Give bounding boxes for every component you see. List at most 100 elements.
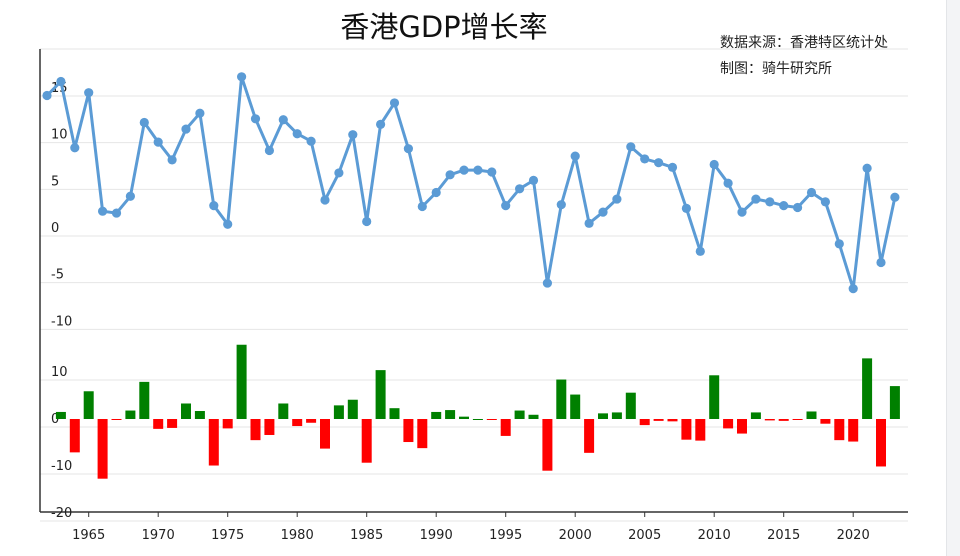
- gdp-growth-point: [751, 194, 761, 204]
- change-bar: [375, 370, 386, 419]
- change-bar: [139, 381, 150, 419]
- gdp-growth-point: [612, 194, 622, 204]
- change-bar: [848, 419, 859, 442]
- gdp-growth-point: [473, 165, 483, 175]
- change-bar: [778, 419, 789, 421]
- change-bar: [806, 411, 817, 419]
- change-bar: [653, 419, 664, 421]
- change-bar: [695, 419, 706, 441]
- x-tick-label: 1975: [211, 528, 244, 543]
- change-bar: [584, 419, 595, 453]
- change-bar: [403, 419, 414, 443]
- x-tick-label: 1995: [489, 528, 522, 543]
- change-bar: [723, 419, 734, 429]
- gdp-growth-point: [501, 201, 511, 211]
- change-bar: [862, 358, 873, 419]
- gdp-growth-point: [528, 175, 539, 185]
- change-bar: [167, 419, 178, 428]
- top-y-tick-label: 10: [51, 128, 68, 143]
- top-y-tick-label: -5: [51, 268, 64, 283]
- gdp-growth-point: [84, 88, 94, 98]
- change-bar: [625, 392, 636, 419]
- gdp-growth-point: [278, 115, 288, 125]
- chart-credit-label: 制图：骑牛研究所: [720, 61, 832, 77]
- change-bar: [389, 408, 400, 419]
- change-bar: [181, 403, 191, 419]
- scrollbar-track[interactable]: [946, 0, 960, 556]
- gdp-growth-point: [111, 208, 122, 218]
- gdp-growth-point: [640, 154, 650, 164]
- gdp-growth-point: [515, 184, 525, 194]
- gdp-growth-point: [542, 278, 553, 288]
- gdp-growth-point: [862, 163, 872, 173]
- change-bar: [459, 416, 469, 419]
- gdp-growth-point: [681, 203, 692, 213]
- change-bar: [528, 414, 539, 419]
- change-bar: [792, 419, 803, 420]
- gdp-growth-point: [362, 216, 372, 227]
- change-bar: [681, 419, 692, 440]
- change-bar: [83, 391, 94, 419]
- gdp-growth-point: [167, 155, 177, 165]
- gdp-growth-point: [42, 90, 52, 101]
- change-bar: [667, 419, 678, 422]
- x-tick-label: 1980: [281, 528, 314, 543]
- bottom-y-tick-label: -20: [51, 506, 72, 521]
- gdp-growth-point: [139, 117, 149, 128]
- change-bar: [820, 419, 831, 424]
- x-tick-label: 2010: [698, 528, 731, 543]
- change-bar: [431, 411, 442, 419]
- change-bar: [486, 419, 497, 420]
- gdp-growth-point: [848, 284, 858, 294]
- gdp-growth-point: [389, 98, 400, 108]
- change-bar: [347, 399, 358, 419]
- top-y-tick-label: -10: [51, 314, 72, 329]
- change-bar: [153, 419, 164, 429]
- change-bar: [55, 411, 66, 419]
- change-bar: [292, 419, 303, 427]
- gdp-growth-point: [320, 195, 330, 205]
- gdp-growth-point: [487, 167, 497, 177]
- gdp-growth-point: [779, 201, 789, 211]
- gdp-growth-point: [584, 218, 594, 228]
- chart-title: 香港GDP增长率: [340, 10, 548, 44]
- data-source-label: 数据来源：香港特区统计处: [720, 35, 888, 51]
- change-bar: [709, 375, 720, 419]
- change-bar: [570, 394, 581, 419]
- change-bar: [445, 410, 456, 419]
- x-tick-label: 1970: [142, 528, 175, 543]
- gdp-growth-point: [626, 142, 636, 152]
- change-bar: [598, 413, 608, 419]
- change-bar: [194, 411, 205, 419]
- gdp-growth-point: [70, 143, 80, 153]
- gdp-growth-point: [264, 145, 274, 156]
- gdp-growth-point: [695, 246, 705, 256]
- top-y-tick-label: 5: [51, 174, 59, 189]
- gdp-growth-point: [431, 187, 441, 198]
- change-bar: [737, 419, 747, 434]
- gdp-growth-point: [723, 178, 733, 188]
- gdp-growth-point: [334, 168, 344, 178]
- gdp-growth-point: [654, 158, 664, 168]
- gdp-growth-point: [195, 108, 205, 118]
- source-note: 数据来源：香港特区统计处 制图：骑牛研究所: [720, 30, 888, 82]
- gdp-growth-point: [806, 187, 817, 198]
- change-bar: [97, 419, 108, 479]
- change-bar: [361, 419, 372, 463]
- x-tick-label: 2020: [837, 528, 870, 543]
- change-bar: [876, 419, 886, 467]
- gdp-growth-point: [403, 144, 413, 154]
- gdp-growth-point: [376, 119, 386, 129]
- gdp-growth-point: [445, 170, 455, 180]
- change-bar: [69, 419, 80, 453]
- change-bar: [764, 419, 775, 421]
- gdp-growth-point: [737, 207, 747, 217]
- bottom-y-tick-label: 0: [51, 412, 59, 427]
- gdp-growth-line: [45, 75, 897, 291]
- change-bar: [542, 419, 553, 471]
- gdp-growth-point: [820, 197, 831, 207]
- x-tick-label: 2000: [559, 528, 592, 543]
- change-bar: [889, 386, 900, 419]
- change-bar: [750, 412, 761, 419]
